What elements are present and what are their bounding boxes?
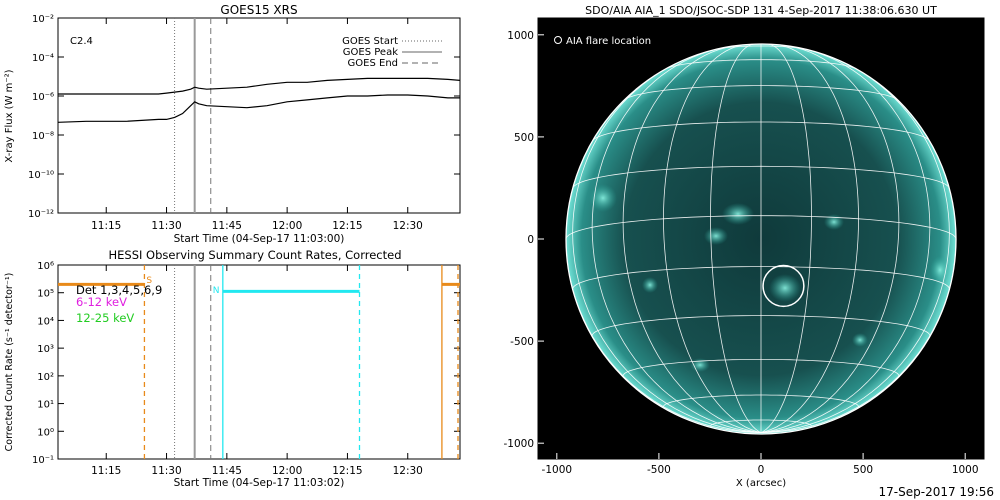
- goes-flux-line-1: [58, 77, 460, 95]
- goes-event-markers: [174, 18, 212, 213]
- goes-x-tick-label: 12:15: [332, 220, 362, 232]
- aia-y-tick-label: 1000: [507, 30, 534, 42]
- hessi-y-tick-label: 10³: [37, 344, 54, 355]
- goes-y-tick-label: 10⁻⁸: [32, 131, 54, 142]
- active-region-1: [589, 184, 617, 212]
- hessi-legend: Det 1,3,4,5,6,9 6-12 keV 12-25 keV: [76, 283, 162, 325]
- hessi-event-markers: [174, 265, 212, 459]
- aia-x-tick-label: 500: [853, 464, 873, 476]
- hessi-x-axis-label: Start Time (04-Sep-17 11:03:02): [174, 477, 345, 489]
- aia-x-tick-label: -500: [647, 464, 671, 476]
- longitude-line: [760, 45, 900, 433]
- active-region-5: [930, 256, 950, 284]
- goes-y-axis-label: X-ray Flux (W m⁻²): [4, 69, 15, 162]
- hessi-x-tick-label: 12:00: [272, 465, 302, 477]
- flare-legend-label: AIA flare location: [566, 36, 651, 47]
- active-region-9: [852, 333, 868, 347]
- flare-legend-symbol: [554, 36, 562, 44]
- hessi-x-tick-label: 11:15: [91, 465, 121, 477]
- goes-flare-class: C2.4: [70, 36, 93, 47]
- goes-y-ticks: 10⁻¹² 10⁻¹⁰ 10⁻⁸ 10⁻⁶ 10⁻⁴ 10⁻²: [28, 14, 460, 220]
- longitude-line: [663, 44, 762, 433]
- active-region-6: [642, 277, 658, 293]
- active-region-3: [704, 227, 728, 245]
- hessi-panel: HESSI Observing Summary Count Rates, Cor…: [4, 248, 461, 489]
- aia-x-tick-label: 1000: [952, 464, 979, 476]
- aia-x-tick-label: 0: [758, 464, 765, 476]
- longitude-line: [760, 48, 931, 433]
- goes-x-tick-label: 11:30: [151, 220, 181, 232]
- longitude-line: [572, 63, 762, 433]
- aia-y-tick-label: 500: [514, 132, 534, 144]
- aia-x-ticks: -1000 -500 0 500 1000: [542, 453, 979, 476]
- goes-x-tick-label: 12:00: [272, 220, 302, 232]
- aia-x-tick-label: -1000: [542, 464, 573, 476]
- longitude-line: [622, 45, 762, 433]
- sun-limb: [565, 43, 957, 435]
- hessi-y-ticks: 10⁻¹ 10⁰ 10¹ 10² 10³ 10⁴ 10⁵ 10⁶: [32, 261, 460, 466]
- goes-y-tick-label: 10⁻⁶: [32, 92, 54, 103]
- hessi-x-tick-label: 11:30: [151, 465, 181, 477]
- hessi-x-tick-label: 12:30: [393, 465, 423, 477]
- hessi-flag-s: S: [146, 276, 152, 286]
- longitude-line: [760, 44, 812, 433]
- hessi-y-tick-label: 10¹: [37, 400, 54, 411]
- hessi-y-axis-label: Corrected Count Rate (s⁻¹ detector⁻¹): [4, 273, 15, 452]
- goes-x-tick-label: 11:45: [212, 220, 242, 232]
- goes-legend-start: GOES Start: [342, 36, 398, 47]
- hessi-x-tick-label: 12:15: [332, 465, 362, 477]
- hessi-legend-6-12-kev: 6-12 keV: [76, 295, 127, 309]
- longitude-line: [760, 63, 950, 433]
- aia-y-tick-label: -1000: [503, 438, 534, 450]
- aia-x-axis-label: X (arcsec): [736, 478, 786, 489]
- goes-panel: GOES15 XRS 11:15 11:30 11:45 12:00 12:15 12:3…: [4, 3, 461, 245]
- longitude-line: [591, 48, 762, 433]
- flare-location-circle: [762, 264, 805, 308]
- aia-y-ticks: -1000 -500 0 500 1000: [503, 30, 544, 450]
- footer-timestamp: 17-Sep-2017 19:56: [879, 485, 994, 499]
- goes-legend: GOES Start GOES Peak GOES End: [342, 36, 442, 69]
- goes-flux-series: [58, 77, 460, 123]
- goes-plot-frame: [57, 17, 461, 214]
- hessi-y-tick-label: 10⁻¹: [32, 455, 54, 466]
- active-region-7: [824, 214, 844, 230]
- longitude-line: [760, 44, 859, 433]
- goes-legend-peak: GOES Peak: [343, 47, 398, 58]
- hessi-y-tick-label: 10²: [37, 372, 54, 383]
- goes-y-tick-label: 10⁻¹²: [28, 209, 54, 220]
- aia-panel: SDO/AIA AIA_1 SDO/JSOC-SDP 131 4-Sep-201…: [503, 4, 985, 489]
- active-region-2: [722, 203, 754, 225]
- goes-y-tick-label: 10⁻⁴: [32, 53, 54, 64]
- hessi-plot-frame: [57, 264, 461, 460]
- goes-y-tick-label: 10⁻¹⁰: [28, 170, 54, 181]
- hessi-legend-12-25-kev: 12-25 keV: [76, 311, 134, 325]
- goes-x-axis-label: Start Time (04-Sep-17 11:03:00): [174, 233, 345, 245]
- hessi-y-tick-label: 10⁰: [37, 427, 54, 438]
- active-region-4: [769, 274, 801, 302]
- hessi-y-tick-label: 10⁴: [37, 316, 54, 327]
- aia-title: SDO/AIA AIA_1 SDO/JSOC-SDP 131 4-Sep-201…: [585, 4, 937, 17]
- aia-y-tick-label: 0: [527, 234, 534, 246]
- hessi-title: HESSI Observing Summary Count Rates, Cor…: [108, 248, 401, 262]
- longitude-line: [710, 44, 762, 433]
- aia-y-tick-label: -500: [510, 336, 534, 348]
- goes-x-tick-label: 12:30: [393, 220, 423, 232]
- goes-x-tick-label: 11:15: [91, 220, 121, 232]
- hessi-y-tick-label: 10⁵: [37, 289, 54, 300]
- sun-active-regions: [589, 184, 950, 372]
- active-region-8: [690, 358, 710, 372]
- goes-legend-end: GOES End: [348, 58, 398, 69]
- hessi-y-tick-label: 10⁶: [37, 261, 54, 272]
- hessi-count-series: [58, 265, 460, 459]
- hessi-legend-detectors: Det 1,3,4,5,6,9: [76, 283, 162, 297]
- goes-y-tick-label: 10⁻²: [32, 14, 54, 25]
- hessi-flag-n: N: [213, 286, 220, 296]
- hessi-x-ticks: 11:15 11:30 11:45 12:00 12:15 12:30: [91, 265, 423, 477]
- goes-title: GOES15 XRS: [220, 3, 297, 17]
- goes-flux-line-2: [58, 94, 460, 123]
- goes-x-ticks: 11:15 11:30 11:45 12:00 12:15 12:30: [91, 18, 423, 232]
- hessi-flags: SN: [146, 276, 219, 296]
- hessi-x-tick-label: 11:45: [212, 465, 242, 477]
